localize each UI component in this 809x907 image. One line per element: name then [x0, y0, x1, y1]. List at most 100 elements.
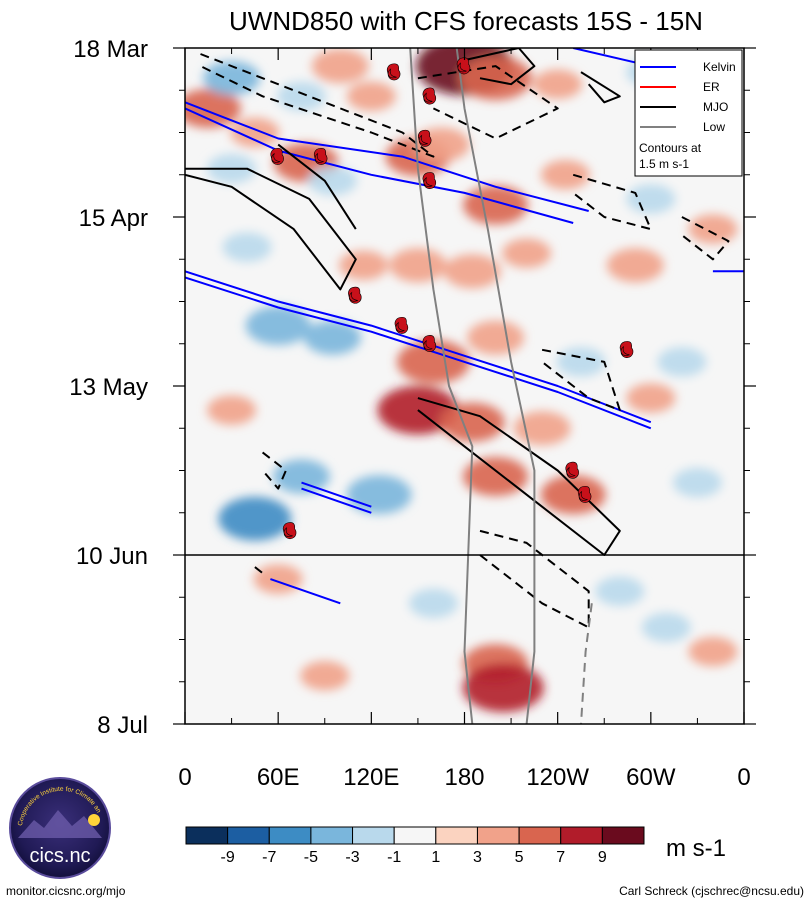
tropical-cyclone-icon-12 [577, 485, 592, 503]
anomaly-cell-15 [463, 185, 529, 225]
footer-url: monitor.cicsnc.org/mjo [6, 884, 126, 898]
colorbar-label-8: 7 [556, 849, 565, 866]
low-contour-22 [409, 48, 474, 724]
sun-icon [88, 814, 100, 826]
x-tick-label-6: 0 [737, 764, 750, 791]
colorbar-label-9: 9 [598, 849, 607, 866]
kelvin-contour-8 [270, 578, 341, 605]
anomaly-cell-38 [218, 496, 292, 541]
anomaly-cell-18 [222, 232, 272, 262]
colorbar-label-3: -3 [345, 849, 359, 866]
mjo-contour-12 [417, 397, 621, 556]
mjo-contour-21 [254, 566, 264, 574]
anomaly-cell-16 [540, 160, 590, 190]
x-tick-label-1: 60E [257, 764, 300, 791]
legend-entry-low: Low [703, 120, 725, 134]
anomaly-cell-29 [556, 347, 606, 377]
anomaly-cell-28 [467, 320, 525, 355]
tropical-cyclone-icon-8 [394, 316, 409, 334]
colorbar-swatch-4 [352, 826, 395, 845]
kelvin-contour-0 [185, 107, 574, 224]
svg-text:Cooperative Institute for Clim: Cooperative Institute for Climate and Sa… [0, 0, 102, 826]
colorbar-label-2: -5 [304, 849, 318, 866]
y-axis: 18 Mar 15 Apr 13 May 10 Jun 8 Jul [69, 36, 148, 739]
x-tick-label-4: 120W [526, 764, 589, 791]
anomaly-cell-22 [502, 238, 552, 268]
colorbar-swatch-7 [476, 826, 520, 845]
mjo-contour-10 [277, 143, 357, 230]
x-tick-label-0: 0 [178, 764, 191, 791]
logo-arc-text: Cooperative Institute for Climate and Sa… [0, 0, 102, 826]
tropical-cyclone-icon-6 [313, 147, 328, 165]
kelvin-contour-6 [301, 481, 372, 508]
anomaly-cell-25 [245, 306, 311, 346]
tropical-cyclone-icon-9 [422, 335, 437, 352]
legend-entry-mjo: MJO [703, 100, 728, 114]
mjo-contour-20 [479, 529, 590, 629]
colorbar-label-0: -9 [221, 849, 235, 866]
anomaly-cell-12 [308, 166, 358, 196]
anomaly-cell-19 [339, 250, 389, 280]
anomaly-cell-5 [346, 81, 396, 111]
anomaly-cell-42 [253, 564, 303, 594]
colorbar-unit: m s-1 [666, 835, 726, 862]
cicsnc-logo: Cooperative Institute for Climate and Sa… [0, 0, 111, 879]
tropical-cyclone-icon-2 [422, 87, 437, 105]
tropical-cyclone-layer [270, 57, 634, 540]
anomaly-cell-24 [688, 214, 738, 244]
anomaly-cell-4 [311, 49, 369, 84]
anomaly-cell-31 [207, 395, 257, 425]
x-tick-label-2: 120E [343, 764, 399, 791]
mjo-contour-16 [572, 173, 652, 231]
tropical-cyclone-icon-5 [270, 147, 284, 165]
low-contour-23 [455, 48, 536, 724]
y-tick-label-0: 18 Mar [73, 36, 148, 63]
y-tick-label-3: 10 Jun [76, 543, 148, 570]
colorbar-label-1: -7 [262, 849, 276, 866]
tropical-cyclone-icon-4 [422, 172, 437, 189]
x-tick-label-3: 180 [444, 764, 484, 791]
x-axis: 0 60E 120E 180 120W 60W 0 [178, 764, 750, 791]
anomaly-cell-39 [463, 457, 529, 497]
colorbar-swatch-1 [227, 826, 270, 845]
anomaly-cell-8 [533, 69, 583, 99]
anomaly-cell-23 [606, 248, 664, 283]
anomaly-cell-48 [300, 661, 350, 691]
colorbar-label-5: 1 [431, 849, 440, 866]
anomaly-cell-36 [272, 459, 330, 494]
legend: Kelvin ER MJO Low Contours at 1.5 m s-1 [634, 49, 743, 177]
legend-note-line2: 1.5 m s-1 [639, 157, 689, 171]
colorbar-swatch-9 [560, 826, 603, 845]
colorbar-label-7: 5 [515, 849, 524, 866]
logo-text: cics.nc [29, 845, 90, 867]
mjo-contour-13 [580, 71, 621, 104]
anomaly-cell-1 [203, 61, 261, 96]
legend-note-line1: Contours at [639, 141, 702, 155]
mjo-contour-11 [464, 48, 536, 86]
anomaly-cell-45 [641, 612, 691, 643]
kelvin-contour-7 [301, 487, 372, 514]
mjo-contour-14 [200, 53, 435, 158]
kelvin-contour-4 [185, 270, 652, 424]
colorbar: -9 -7 -5 -3 -1 1 3 5 7 9 [185, 826, 645, 866]
colorbar-swatch-3 [310, 826, 354, 845]
anomaly-cell-20 [389, 248, 447, 283]
colorbar-label-6: 3 [473, 849, 482, 866]
anomaly-cell-41 [672, 467, 722, 498]
anomaly-cell-40 [540, 475, 606, 515]
colorbar-swatch-8 [518, 826, 562, 845]
tropical-cyclone-icon-10 [619, 341, 634, 358]
y-tick-label-4: 8 Jul [97, 712, 148, 739]
anomaly-cell-17 [626, 184, 676, 214]
anomaly-cell-26 [304, 320, 362, 355]
mjo-contour-9 [185, 167, 357, 291]
y-tick-label-2: 13 May [69, 374, 148, 401]
mjo-contour-18 [541, 348, 621, 412]
tropical-cyclone-icon-13 [282, 522, 297, 540]
mjo-contour-19 [261, 451, 287, 490]
low-contour-24 [580, 603, 593, 724]
mjo-contour-17 [681, 216, 730, 261]
y-tick-label-1: 15 Apr [79, 205, 148, 232]
tropical-cyclone-icon-7 [348, 286, 362, 304]
